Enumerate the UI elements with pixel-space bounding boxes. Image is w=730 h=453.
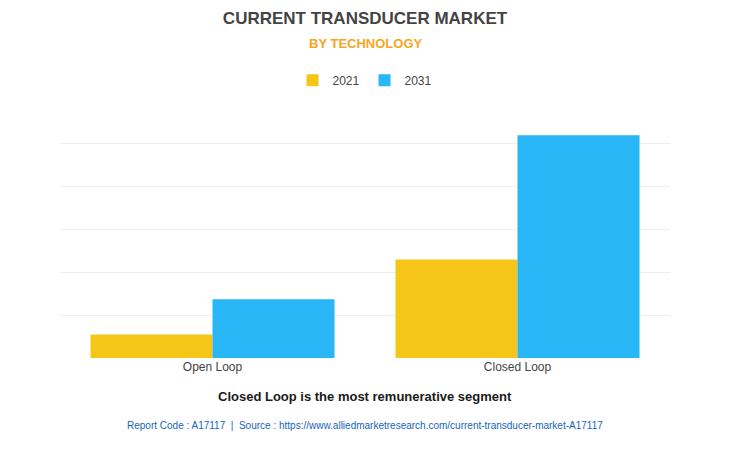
svg-text:2021: 2021 [333,74,360,88]
svg-text:Open Loop: Open Loop [183,360,243,374]
svg-text:CURRENT TRANSDUCER MARKET: CURRENT TRANSDUCER MARKET [223,9,508,28]
svg-text:Closed Loop is the most remune: Closed Loop is the most remunerative seg… [218,389,512,404]
svg-text:BY TECHNOLOGY: BY TECHNOLOGY [309,36,422,51]
svg-text:Closed Loop: Closed Loop [484,360,552,374]
svg-text:2031: 2031 [405,74,432,88]
svg-text:Report Code : A17117 | Sourc: Report Code : A17117 | Source : https://… [127,420,603,431]
